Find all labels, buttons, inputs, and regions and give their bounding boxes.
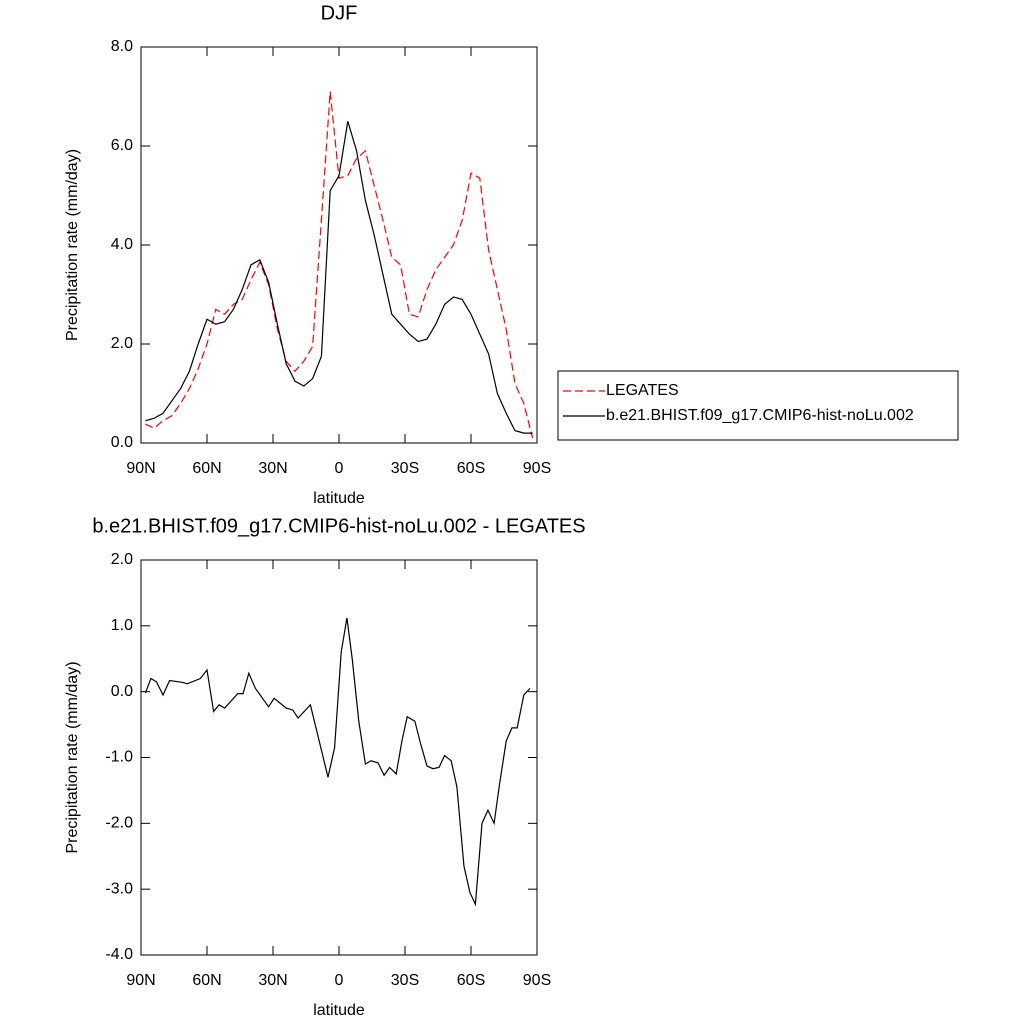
y-tick-label: -3.0 — [105, 880, 133, 897]
y-tick-label: 2.0 — [111, 551, 133, 568]
x-axis-label: latitude — [313, 490, 365, 507]
x-tick-label: 0 — [335, 972, 344, 989]
x-tick-label: 30S — [391, 460, 419, 477]
y-tick-label: 2.0 — [111, 335, 133, 352]
data-line — [144, 617, 531, 907]
x-tick-label: 60N — [192, 460, 221, 477]
legend-box — [557, 370, 959, 441]
y-tick-label: 8.0 — [111, 38, 133, 55]
y-tick-label: 0.0 — [111, 434, 133, 451]
x-tick-label: 90S — [523, 460, 551, 477]
y-tick-label: 6.0 — [111, 137, 133, 154]
y-axis-label: Precipitation rate (mm/day) — [64, 149, 81, 341]
chart-title: DJF — [321, 2, 358, 24]
plot-frame — [140, 46, 538, 444]
x-tick-label: 90N — [126, 460, 155, 477]
x-tick-label: 30S — [391, 972, 419, 989]
y-tick-label: -1.0 — [105, 749, 133, 766]
y-tick-label: -4.0 — [105, 946, 133, 963]
y-tick-label: 0.0 — [111, 683, 133, 700]
x-tick-label: 60S — [457, 460, 485, 477]
plot-frame — [140, 559, 538, 956]
legend-label: b.e21.BHIST.f09_g17.CMIP6-hist-noLu.002 — [606, 407, 914, 424]
data-line — [145, 91, 534, 439]
x-tick-label: 30N — [258, 972, 287, 989]
y-axis-label: Precipitation rate (mm/day) — [64, 661, 81, 853]
x-tick-label: 60S — [457, 972, 485, 989]
x-tick-label: 90N — [126, 972, 155, 989]
x-tick-label: 60N — [192, 972, 221, 989]
y-tick-label: 4.0 — [111, 236, 133, 253]
legend-label: LEGATES — [606, 382, 679, 399]
x-tick-label: 90S — [523, 972, 551, 989]
x-tick-label: 0 — [335, 460, 344, 477]
chart-title: b.e21.BHIST.f09_g17.CMIP6-hist-noLu.002 … — [92, 515, 585, 537]
x-axis-label: latitude — [313, 1002, 365, 1019]
y-tick-label: -2.0 — [105, 815, 133, 832]
data-line — [145, 121, 533, 434]
y-tick-label: 1.0 — [111, 617, 133, 634]
x-tick-label: 30N — [258, 460, 287, 477]
